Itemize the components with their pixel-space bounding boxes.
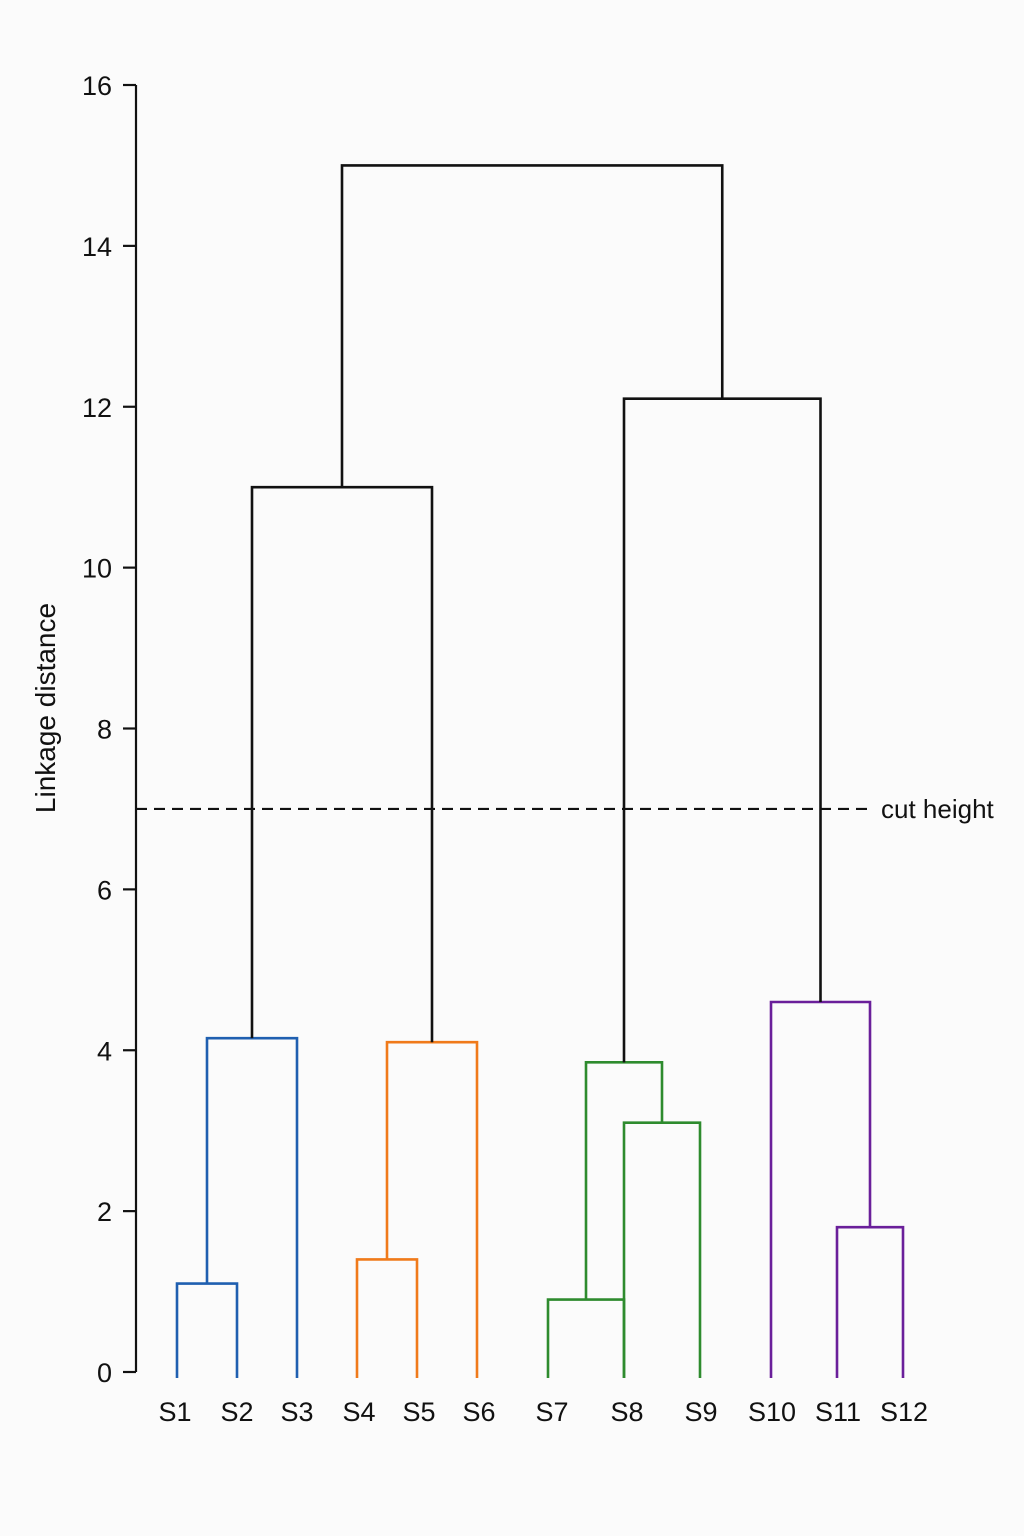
y-tick-label: 2 <box>97 1197 112 1227</box>
leaf-label: S2 <box>220 1397 253 1427</box>
leaf-label: S10 <box>748 1397 796 1427</box>
leaf-label: S11 <box>815 1397 861 1427</box>
merge-link-m10 <box>250 485 434 1043</box>
y-axis: 0 2 4 6 8 10 12 14 16 <box>82 71 138 1388</box>
y-tick-label: 0 <box>97 1358 112 1388</box>
leaf-label: S6 <box>462 1397 495 1427</box>
y-tick-label: 16 <box>82 71 112 101</box>
leaf-label: S12 <box>880 1397 928 1427</box>
merge-link-m11 <box>622 397 822 1063</box>
leaf-label: S7 <box>535 1397 568 1427</box>
merge-link-m8 <box>835 1225 905 1378</box>
merge-link-m6 <box>622 1121 702 1378</box>
y-tick-label: 14 <box>82 232 112 262</box>
merge-link-m12 <box>340 164 724 488</box>
merge-link-m2 <box>205 1036 299 1378</box>
merge-link-m9 <box>769 1000 872 1378</box>
leaf-labels: S1 S2 S3 S4 S5 S6 S7 S8 S9 S10 S11 S12 <box>158 1397 928 1427</box>
leaf-label: S8 <box>610 1397 643 1427</box>
leaf-label: S5 <box>402 1397 435 1427</box>
y-tick-label: 6 <box>97 875 112 905</box>
y-tick-label: 8 <box>97 715 112 745</box>
merge-link-m4 <box>385 1040 479 1378</box>
y-tick-label: 4 <box>97 1036 112 1066</box>
y-tick-label: 10 <box>82 554 112 584</box>
merge-link-m1 <box>175 1282 239 1378</box>
leaf-label: S3 <box>280 1397 313 1427</box>
merge-link-m3 <box>355 1258 419 1378</box>
y-tick-label: 12 <box>82 393 112 423</box>
leaf-label: S1 <box>158 1397 191 1427</box>
leaf-label: S4 <box>342 1397 375 1427</box>
dendrogram-links <box>175 164 905 1378</box>
cut-height-group: cut height <box>136 794 995 824</box>
y-axis-title: Linkage distance <box>30 603 61 813</box>
merge-link-m5 <box>546 1298 626 1378</box>
cut-height-label: cut height <box>881 794 995 824</box>
leaf-label: S9 <box>684 1397 717 1427</box>
merge-link-m7 <box>584 1061 664 1300</box>
